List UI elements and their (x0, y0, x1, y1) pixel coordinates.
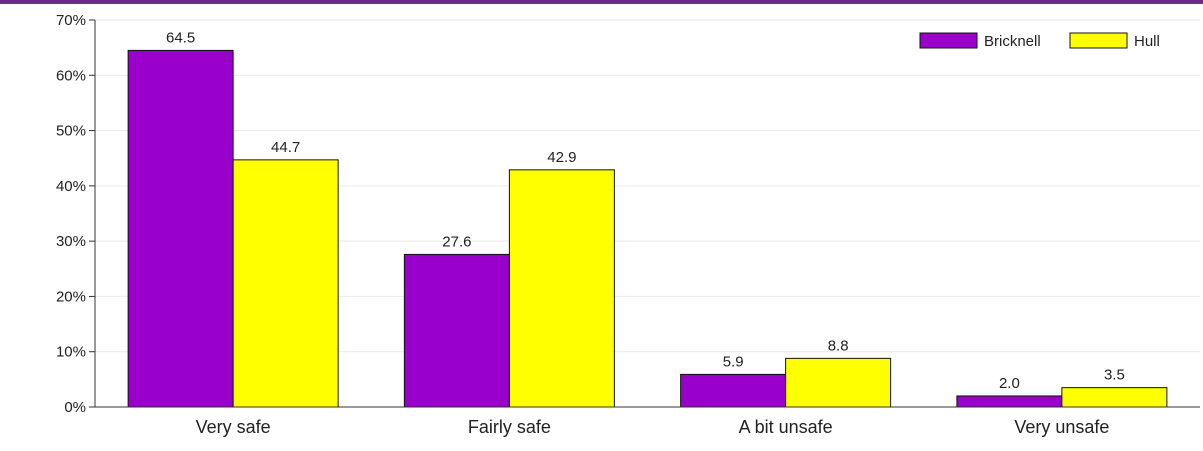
legend-swatch-hull (1069, 32, 1128, 49)
y-tick-label: 20% (56, 288, 86, 305)
data-label: 44.7 (271, 139, 300, 156)
y-axis-ticks: 0% 10% 20% 30% 40% 50% 60% 70% (56, 12, 95, 416)
bar-hull-3 (1061, 387, 1168, 408)
x-axis-ticks: Very safe Fairly safe A bit unsafe Very uns… (196, 417, 1110, 437)
bar-bricknell-3 (956, 395, 1063, 408)
x-tick-label: Very unsafe (1014, 417, 1109, 437)
bars (127, 49, 1168, 408)
data-labels: 64.5 44.7 27.6 42.9 5.9 8.8 2.0 3.5 (166, 29, 1125, 392)
x-tick-label: Fairly safe (468, 417, 551, 437)
bar-bricknell-0 (127, 49, 234, 408)
x-tick-label: Very safe (196, 417, 271, 437)
bar-bricknell-1 (403, 253, 510, 408)
bar-hull-0 (232, 159, 339, 408)
data-label: 2.0 (999, 375, 1020, 392)
data-label: 5.9 (723, 353, 744, 370)
legend-label-bricknell: Bricknell (984, 33, 1041, 50)
data-label: 42.9 (547, 149, 576, 166)
legend-swatch-bricknell (919, 32, 978, 49)
data-label: 27.6 (442, 233, 471, 250)
x-tick-label: A bit unsafe (739, 417, 833, 437)
y-tick-label: 40% (56, 178, 86, 195)
data-label: 8.8 (828, 337, 849, 354)
top-accent-bar (0, 0, 1203, 4)
axes (94, 20, 1200, 408)
legend-label-hull: Hull (1134, 33, 1160, 50)
bar-bricknell-2 (680, 373, 787, 408)
bar-hull-2 (785, 357, 892, 408)
y-tick-label: 70% (56, 12, 86, 29)
data-label: 3.5 (1104, 367, 1125, 384)
data-label: 64.5 (166, 29, 195, 46)
y-tick-label: 10% (56, 344, 86, 361)
y-tick-label: 0% (64, 399, 86, 416)
bar-hull-1 (508, 169, 615, 408)
legend: Bricknell Hull (919, 32, 1160, 50)
y-tick-label: 50% (56, 123, 86, 140)
y-tick-label: 60% (56, 67, 86, 84)
y-tick-label: 30% (56, 233, 86, 250)
